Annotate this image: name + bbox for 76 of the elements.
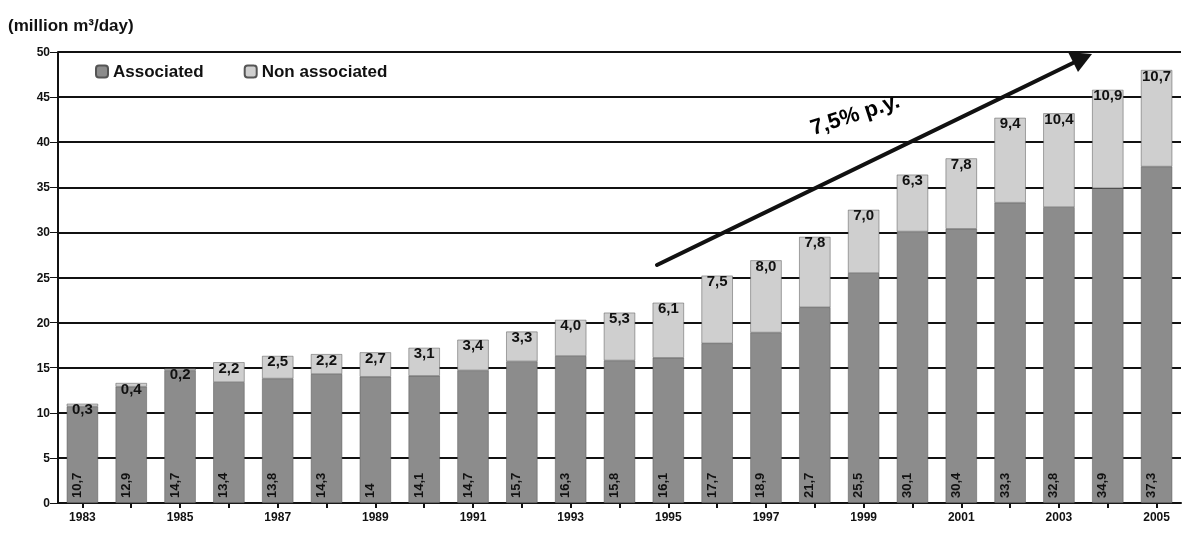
data-label: 10,7 bbox=[68, 472, 84, 498]
data-label: 6,3 bbox=[902, 171, 923, 189]
data-label: 37,3 bbox=[1143, 472, 1159, 498]
data-label: 7,0 bbox=[853, 206, 875, 224]
data-label: 4,0 bbox=[560, 316, 582, 334]
data-label: 14,7 bbox=[459, 472, 475, 498]
data-label: 10,4 bbox=[1044, 109, 1075, 127]
data-label: 6,1 bbox=[657, 299, 679, 317]
data-label: 0,3 bbox=[71, 400, 93, 418]
x-tick-label: 1991 bbox=[459, 510, 487, 524]
y-tick-label: 20 bbox=[36, 315, 51, 330]
data-label: 14,7 bbox=[166, 472, 182, 498]
x-tick-label: 1999 bbox=[850, 510, 878, 524]
x-tick-label: 1993 bbox=[557, 510, 585, 524]
bar bbox=[164, 370, 196, 503]
x-tick-label: 2005 bbox=[1143, 510, 1171, 524]
data-label: 5,3 bbox=[609, 309, 630, 327]
data-label: 8,0 bbox=[755, 256, 777, 274]
y-axis-title: (million m³/day) bbox=[8, 16, 134, 35]
y-tick-label: 50 bbox=[36, 45, 51, 59]
data-label: 14,3 bbox=[313, 472, 329, 498]
x-tick-label: 2001 bbox=[947, 510, 975, 524]
data-label: 0,4 bbox=[120, 379, 143, 397]
data-label: 7,8 bbox=[950, 154, 972, 172]
bar bbox=[66, 406, 99, 503]
y-tick-label: 25 bbox=[36, 270, 51, 285]
y-tick-label: 0 bbox=[43, 496, 51, 510]
data-label: 2,2 bbox=[316, 350, 337, 368]
data-label: 12,9 bbox=[117, 472, 133, 498]
data-label: 16,3 bbox=[557, 472, 573, 498]
x-tick-label: 1985 bbox=[166, 510, 194, 524]
data-label: 33,3 bbox=[996, 472, 1012, 498]
data-label: 32,8 bbox=[1045, 472, 1061, 498]
data-label: 30,1 bbox=[898, 472, 914, 498]
annotation: 7,5% p.y. bbox=[806, 87, 903, 141]
data-label: 14,1 bbox=[410, 472, 426, 498]
data-label: 16,1 bbox=[654, 472, 670, 498]
data-label: 10,7 bbox=[1141, 66, 1172, 84]
x-tick-label: 1983 bbox=[69, 510, 97, 524]
data-label: 9,4 bbox=[999, 114, 1022, 132]
data-label: 10,9 bbox=[1093, 86, 1123, 104]
legend-label: Associated bbox=[113, 62, 204, 81]
data-label: 25,5 bbox=[850, 472, 866, 498]
data-label: 7,5 bbox=[706, 272, 728, 290]
y-tick-label: 40 bbox=[36, 135, 51, 150]
data-label: 15,7 bbox=[508, 472, 524, 498]
data-label: 7,8 bbox=[804, 233, 826, 251]
data-label: 2,7 bbox=[364, 348, 386, 366]
data-label: 2,2 bbox=[218, 358, 240, 376]
legend-label: Non associated bbox=[261, 62, 388, 81]
x-tick-label: 2003 bbox=[1045, 510, 1073, 524]
y-tick-label: 5 bbox=[43, 450, 51, 465]
data-label: 3,1 bbox=[413, 344, 435, 362]
data-label: 2,5 bbox=[267, 352, 289, 370]
data-label: 13,4 bbox=[215, 471, 231, 498]
data-label: 17,7 bbox=[703, 472, 719, 498]
data-label: 30,4 bbox=[947, 471, 963, 498]
y-tick-label: 45 bbox=[36, 90, 51, 105]
data-label: 14 bbox=[361, 482, 377, 498]
x-tick-label: 1995 bbox=[654, 510, 682, 524]
x-tick-label: 1997 bbox=[752, 510, 780, 524]
data-label: 13,8 bbox=[264, 472, 280, 498]
data-label: 15,8 bbox=[606, 472, 621, 498]
x-tick-label: 1989 bbox=[362, 510, 390, 524]
y-tick-label: 10 bbox=[36, 405, 51, 420]
x-tick-label: 1987 bbox=[264, 510, 292, 524]
y-tick-label: 35 bbox=[36, 180, 51, 195]
data-label: 18,9 bbox=[752, 472, 768, 498]
y-tick-label: 15 bbox=[36, 360, 51, 375]
data-label: 3,4 bbox=[462, 336, 485, 354]
y-tick-label: 30 bbox=[36, 225, 51, 240]
data-label: 3,3 bbox=[511, 328, 533, 346]
data-label: 0,2 bbox=[169, 365, 191, 383]
bar bbox=[115, 386, 147, 503]
data-label: 34,9 bbox=[1094, 472, 1110, 498]
data-label: 21,7 bbox=[801, 472, 817, 498]
